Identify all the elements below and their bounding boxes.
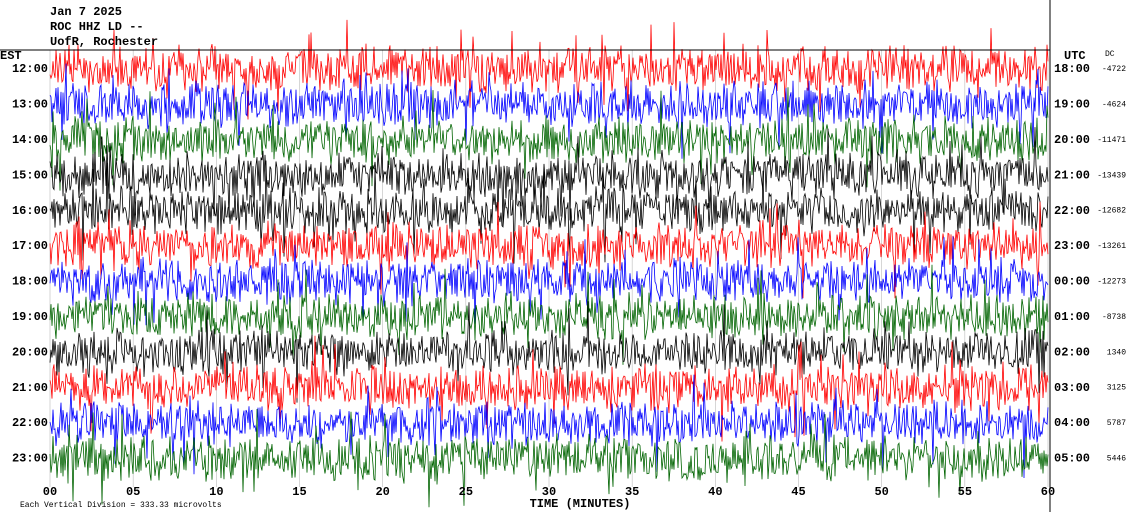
dc-title: DC [1105,50,1115,59]
est-label: 12:00 [12,62,48,76]
x-label: 60 [1041,485,1055,499]
utc-label: 19:00 [1054,98,1090,112]
location: UofR, Rochester [50,35,158,49]
date: Jan 7 2025 [50,5,122,19]
est-label: 16:00 [12,204,48,218]
x-label: 25 [459,485,473,499]
trace [49,301,1049,403]
dc-value: -12682 [1097,207,1126,216]
utc-label: 18:00 [1054,62,1090,76]
est-label: 23:00 [12,452,48,466]
dc-value: 5787 [1107,419,1126,428]
x-label: 40 [708,485,722,499]
dc-value: 5446 [1107,455,1126,464]
dc-value: 1340 [1107,348,1126,357]
trace [49,201,1049,299]
est-label: 17:00 [12,239,48,253]
x-label: 15 [292,485,306,499]
dc-value: -8738 [1102,313,1126,322]
trace [49,127,1049,226]
x-label: 05 [126,485,140,499]
x-label: 30 [542,485,556,499]
est-title: EST [0,49,22,63]
dc-value: -11471 [1097,136,1126,145]
trace [49,87,1049,191]
utc-label: 22:00 [1054,204,1090,218]
dc-value: -13439 [1097,171,1126,180]
x-label: 00 [43,485,57,499]
x-label: 45 [791,485,805,499]
dc-value: -12273 [1097,278,1126,287]
est-label: 19:00 [12,310,48,324]
trace [49,374,1049,479]
dc-value: -13261 [1097,242,1126,251]
utc-label: 02:00 [1054,345,1090,359]
utc-label: 21:00 [1054,168,1090,182]
trace [49,408,1049,508]
est-label: 15:00 [12,168,48,182]
station: ROC HHZ LD -- [50,20,144,34]
dc-value: -4722 [1102,65,1126,74]
trace [49,264,1049,365]
utc-label: 05:00 [1054,452,1090,466]
dc-value: -4624 [1102,101,1126,110]
utc-label: 01:00 [1054,310,1090,324]
footer: Each Vertical Division = 333.33 microvol… [20,501,222,510]
utc-label: 04:00 [1054,416,1090,430]
trace [49,335,1049,442]
est-label: 13:00 [12,98,48,112]
dc-value: 3125 [1107,384,1126,393]
x-label: 55 [958,485,972,499]
x-label: 20 [375,485,389,499]
est-label: 18:00 [12,275,48,289]
est-label: 22:00 [12,416,48,430]
trace [49,19,1049,120]
utc-label: 20:00 [1054,133,1090,147]
x-axis-title: TIME (MINUTES) [530,497,631,511]
est-label: 20:00 [12,345,48,359]
trace [49,160,1049,264]
x-label: 10 [209,485,223,499]
x-label: 35 [625,485,639,499]
utc-label: 00:00 [1054,275,1090,289]
traces [49,19,1049,508]
utc-title: UTC [1064,49,1086,63]
x-label: 50 [874,485,888,499]
trace [49,236,1049,326]
utc-label: 23:00 [1054,239,1090,253]
est-label: 14:00 [12,133,48,147]
est-label: 21:00 [12,381,48,395]
utc-label: 03:00 [1054,381,1090,395]
